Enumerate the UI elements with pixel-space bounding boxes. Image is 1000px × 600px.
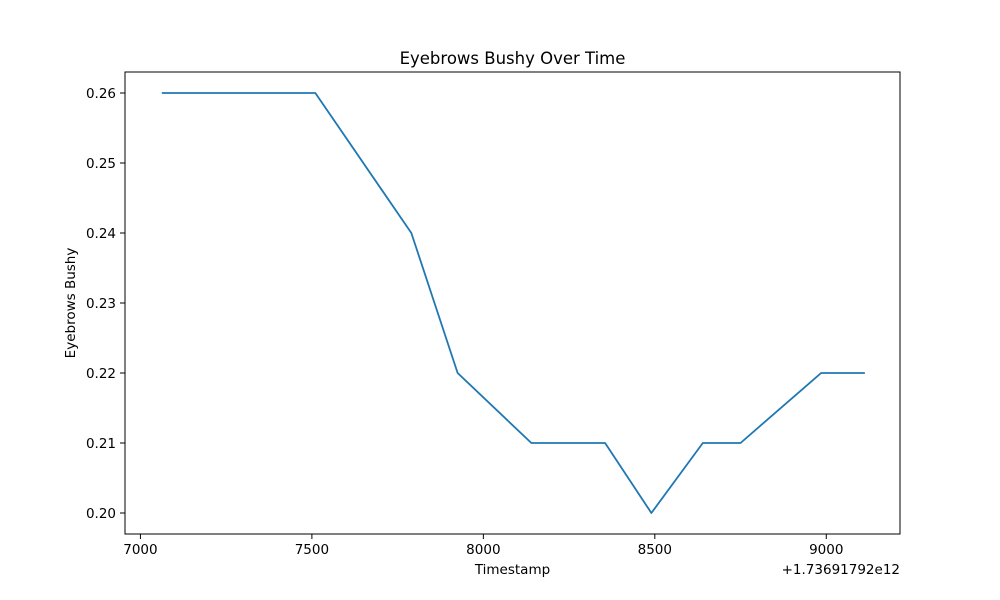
y-tick-label: 0.25	[86, 156, 116, 172]
x-tick-label: 7000	[123, 542, 157, 558]
y-tick-label: 0.24	[86, 226, 116, 242]
series-line-0	[161, 92, 865, 514]
x-axis-ticks: 7000 7500 8000 8500 9000	[123, 534, 843, 558]
y-tick-label: 0.23	[86, 296, 116, 312]
chart-title: Eyebrows Bushy Over Time	[400, 49, 626, 68]
x-axis-label: Timestamp	[474, 562, 550, 578]
y-axis-label: Eyebrows Bushy	[63, 248, 79, 359]
x-tick-label: 8000	[466, 542, 500, 558]
y-tick-label: 0.26	[86, 86, 116, 102]
plot-area	[125, 72, 900, 534]
y-tick-label: 0.21	[86, 436, 116, 452]
x-tick-label: 8500	[638, 542, 672, 558]
plot-frame	[124, 71, 901, 535]
x-tick-label: 9000	[809, 542, 843, 558]
y-tick-label: 0.20	[86, 506, 116, 522]
x-tick-label: 7500	[295, 542, 329, 558]
y-axis-ticks: 0.20 0.21 0.22 0.23 0.24 0.25 0.26	[86, 86, 125, 522]
series-layer	[161, 92, 865, 514]
y-tick-label: 0.22	[86, 366, 116, 382]
x-axis-offset-label: +1.73691792e12	[782, 562, 900, 578]
